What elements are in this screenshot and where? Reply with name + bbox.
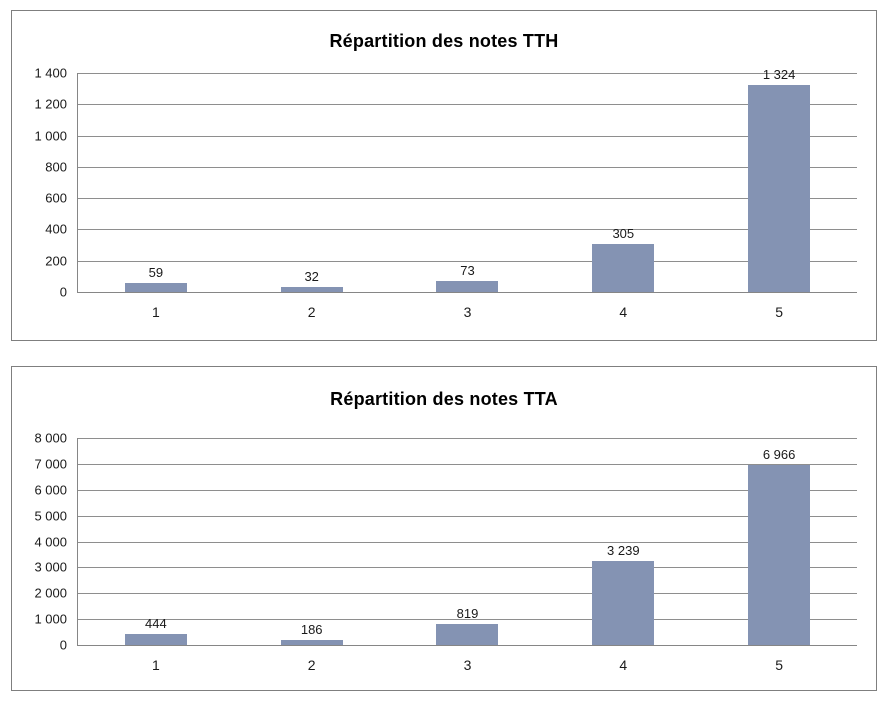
x-category-label: 5: [775, 657, 783, 673]
x-category-label: 3: [463, 657, 472, 673]
bar-slot: 819 3: [390, 438, 546, 673]
x-category-label: 3: [463, 304, 472, 320]
y-tick-label: 1 200: [34, 96, 67, 112]
plot-area-tth: 0 200 400 600 800 1 000 1 200 1 400 59 1 32 2 73 3 30…: [34, 66, 857, 320]
gridline: [78, 104, 857, 106]
y-tick-label: 1 000: [34, 128, 67, 144]
gridline: [78, 260, 857, 262]
y-tick-label: 2 000: [34, 585, 67, 601]
y-tick-label: 0: [59, 284, 67, 300]
x-category-label: 4: [619, 304, 628, 320]
bar-slot: 73 3: [390, 73, 546, 320]
gridline: [78, 438, 857, 439]
bar-value-label: 444: [145, 615, 167, 631]
chart-title-tta: Répartition des notes TTA: [330, 389, 558, 409]
plot-area-tta: 0 1 000 2 000 3 000 4 000 5 000 6 000 7 000 8 00…: [34, 431, 857, 673]
bar-slot: 6 966 5: [701, 438, 857, 673]
bar-value-label: 6 966: [762, 446, 796, 462]
y-tick-label: 800: [45, 159, 67, 175]
y-tick-label: 7 000: [34, 456, 67, 472]
y-tick-label: 4 000: [34, 534, 67, 549]
chart-title-tth: Répartition des notes TTH: [329, 31, 559, 51]
bar: [280, 287, 343, 292]
x-category-label: 2: [307, 657, 316, 673]
gridline: [78, 229, 857, 231]
gridline: [78, 198, 857, 200]
bar: [436, 280, 499, 292]
bar-value-label: 59: [148, 264, 164, 280]
bar: [592, 244, 655, 292]
y-tick-label: 8 000: [34, 430, 67, 446]
bar-series: 59 1 32 2 73 3 305 4 1 324 5: [78, 67, 857, 320]
bar: [124, 633, 187, 645]
x-category-label: 1: [152, 657, 160, 673]
gridline: [78, 73, 857, 74]
gridline: [78, 489, 857, 491]
bar-slot: 186 2: [234, 438, 390, 673]
y-tick-label: 400: [45, 221, 67, 237]
bar-slot: 444 1: [78, 438, 234, 673]
bar-value-label: 186: [300, 622, 323, 638]
gridline: [78, 567, 857, 569]
y-tick-label: 6 000: [34, 482, 67, 498]
x-category-label: 4: [619, 657, 628, 673]
gridline: [78, 515, 857, 517]
bar: [592, 561, 655, 645]
bar: [280, 640, 343, 645]
bar-value-label: 1 324: [762, 66, 796, 82]
bar-slot: 32 2: [234, 73, 390, 320]
bar-slot: 3 239 4: [545, 438, 701, 673]
bar: [124, 282, 187, 292]
gridline: [78, 593, 857, 595]
y-tick-label: 600: [45, 190, 67, 206]
y-tick-label: 1 000: [34, 611, 67, 627]
x-category-label: 1: [152, 304, 160, 320]
x-category-label: 2: [307, 304, 316, 320]
chart-panel-tth: Répartition des notes TTH 0 200 400 600 800 1…: [11, 10, 877, 341]
y-tick-label: 3 000: [34, 559, 67, 575]
gridline: [78, 541, 857, 543]
y-tick-label: 1 400: [34, 65, 67, 81]
gridline: [78, 166, 857, 168]
gridlines: [78, 438, 857, 645]
x-category-label: 5: [775, 304, 783, 320]
bar-series: 444 1 186 2 819 3 3 239 4 6 966 5: [78, 438, 857, 673]
gridline: [78, 619, 857, 621]
bar: [748, 464, 811, 645]
bar-value-label: 819: [456, 605, 479, 621]
gridlines: [78, 73, 857, 292]
y-tick-label: 0: [59, 637, 67, 653]
bar-slot: 1 324 5: [701, 67, 857, 320]
bar-value-label: 3 239: [607, 543, 640, 559]
bar-value-label: 305: [612, 226, 635, 242]
bar-value-label: 73: [460, 262, 475, 278]
bar: [436, 623, 499, 645]
bar: [748, 84, 811, 292]
y-tick-label: 200: [45, 253, 67, 269]
bar-slot: 59 1: [78, 73, 234, 320]
chart-panel-tta: Répartition des notes TTA 0 1 000 2 000 3 0…: [11, 366, 877, 691]
y-axis-labels: 0 1 000 2 000 3 000 4 000 5 000 6 000 7 000 8 00…: [11, 431, 67, 653]
y-axis-labels: 0 200 400 600 800 1 000 1 200 1 400: [11, 66, 67, 300]
bar-slot: 305 4: [545, 73, 701, 320]
bar-value-label: 32: [304, 269, 319, 284]
y-tick-label: 5 000: [34, 508, 67, 524]
gridline: [78, 135, 857, 137]
gridline: [78, 463, 857, 465]
